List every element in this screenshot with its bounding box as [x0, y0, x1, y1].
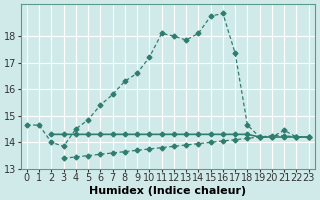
X-axis label: Humidex (Indice chaleur): Humidex (Indice chaleur)	[89, 186, 246, 196]
